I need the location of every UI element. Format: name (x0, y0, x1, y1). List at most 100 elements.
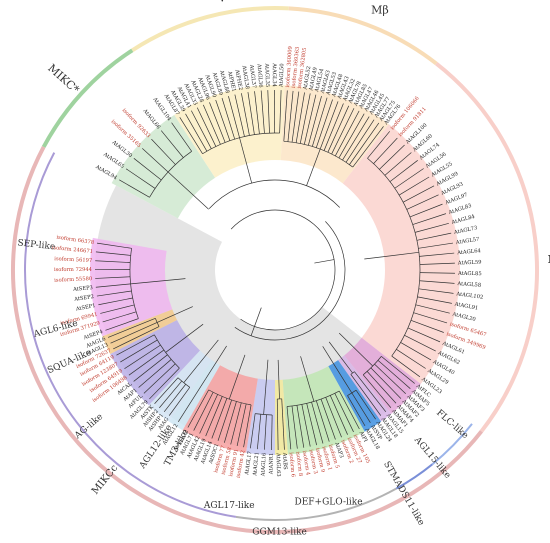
branch (373, 137, 398, 164)
branch (196, 107, 217, 147)
subfamily-ring (395, 463, 433, 490)
branch (247, 91, 255, 135)
branch (419, 280, 455, 284)
branch (96, 242, 132, 249)
agl12-like-sector (168, 360, 220, 431)
branch (179, 117, 203, 154)
leaf-label: AtAGL64 (456, 248, 482, 256)
branch (263, 359, 269, 415)
branch (234, 221, 346, 341)
branch (300, 356, 315, 402)
branch (160, 130, 184, 158)
branch (296, 405, 305, 448)
leaf-label: isoform 72944 (54, 267, 93, 273)
branch (367, 131, 391, 159)
branch (314, 259, 335, 264)
leaf-label: AtAGL73 (453, 225, 478, 236)
leaf-label: AtAGL102 (455, 291, 484, 301)
branch (287, 90, 294, 142)
branch (159, 380, 183, 409)
leaf-label: AtAGL84 (450, 214, 476, 226)
branch (110, 322, 158, 344)
m-gamma-sector (174, 84, 285, 178)
branch (208, 179, 340, 209)
branch (250, 307, 262, 336)
tree-branches (94, 89, 455, 450)
outer-rings (11, 6, 539, 534)
branch (334, 393, 354, 433)
m-beta-sector (280, 85, 389, 184)
clade-sectors (89, 84, 460, 455)
flc-like-label: FLC-like (434, 408, 470, 441)
branch (128, 349, 165, 376)
m-alpha-sector (342, 124, 460, 384)
branch (291, 91, 300, 143)
leaf-label: AtAGL21 (252, 452, 260, 477)
branch (342, 116, 370, 161)
branch (377, 360, 411, 389)
branch (96, 290, 132, 297)
branch (391, 355, 421, 378)
leaf-label: AtPHE2 (233, 68, 243, 91)
tm3-like-sector (182, 365, 258, 453)
branch (100, 304, 135, 314)
branch (119, 179, 150, 198)
m-alpha-label: Mα (547, 253, 550, 266)
branch (98, 297, 133, 306)
branch (254, 91, 260, 134)
sep-like-label: SEP-like (17, 238, 56, 252)
leaf-label: AtSEP3 (72, 285, 93, 293)
leaf-label: isoform 3 (307, 449, 318, 475)
ag-like-sector (148, 350, 212, 422)
leaf-label: isoform 91 (228, 448, 240, 477)
branch (191, 110, 212, 149)
branch (255, 413, 273, 416)
leaf-label: isoform 8 (294, 451, 303, 476)
leaf-label: AtAGL65 (101, 151, 125, 170)
branch (307, 96, 322, 146)
leaf-label: AtPHE1 (226, 70, 237, 93)
m-beta-ring (288, 6, 438, 66)
branch (394, 168, 424, 189)
branch (291, 405, 298, 449)
mikc-star-sector (111, 114, 216, 219)
leaf-label: AtAP3 (333, 441, 344, 459)
branch (130, 278, 186, 285)
branch (410, 320, 444, 333)
branch (107, 317, 156, 338)
branch (338, 332, 373, 367)
branch (374, 363, 406, 394)
agl6-like-sector (102, 309, 177, 354)
branch (271, 414, 273, 450)
branch (276, 398, 279, 450)
leaf-label: AtSEP2 (73, 294, 95, 303)
branch (389, 160, 418, 182)
branch (419, 272, 455, 274)
stmads11-like-sector (328, 360, 382, 432)
branch (168, 387, 191, 416)
branch (347, 395, 366, 427)
leaf-label: AtSEP1 (74, 303, 96, 313)
branch (149, 367, 180, 400)
branch (398, 176, 430, 196)
branch (187, 389, 209, 428)
branch (299, 93, 311, 144)
branch (277, 359, 280, 399)
branch (345, 119, 375, 163)
leaf-label: isoform 246671 (51, 245, 93, 255)
m-alpha-ring (435, 61, 539, 433)
branch (230, 402, 242, 445)
branch (311, 401, 324, 444)
leaf-label: AtAGL34 (271, 62, 277, 87)
branch (407, 327, 441, 343)
m-gamma-ring (131, 6, 289, 52)
subfamily-ring (431, 423, 473, 466)
branch (413, 312, 448, 324)
subfamily-ring (24, 152, 237, 518)
branch (379, 144, 405, 170)
branch (283, 90, 288, 142)
branch (396, 349, 426, 369)
ggm13-like-label: GGM13-like (252, 527, 307, 537)
leaf-label: AtANR1 (268, 453, 274, 475)
branch (205, 345, 227, 379)
